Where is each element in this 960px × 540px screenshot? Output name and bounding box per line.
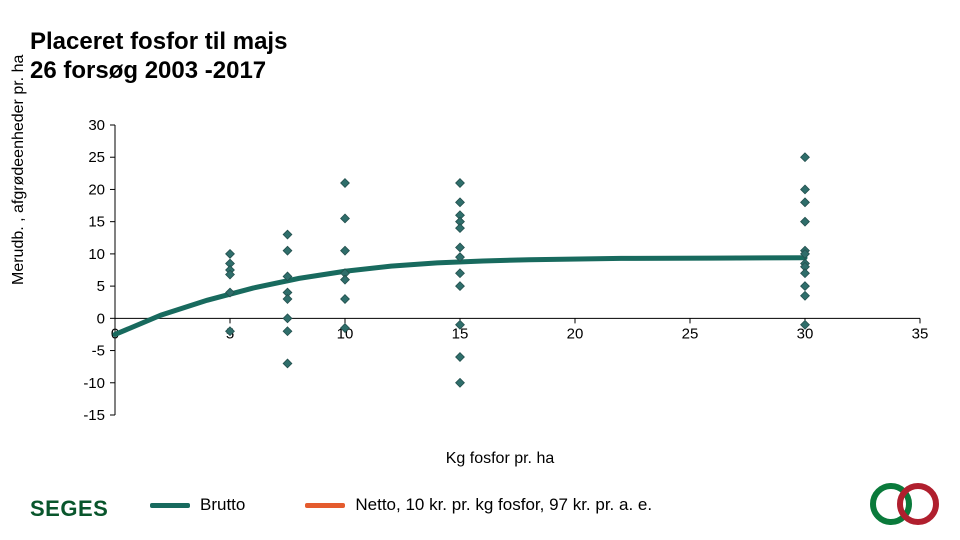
legend-swatch [305, 503, 345, 508]
svg-text:35: 35 [912, 325, 929, 342]
chart-container: Merudb. , afgrødeenheder pr. ha -15-10-5… [60, 115, 940, 455]
svg-text:25: 25 [88, 149, 105, 166]
title-line-2: 26 forsøg 2003 -2017 [30, 57, 287, 86]
footer-brand: SEGES [30, 496, 108, 522]
svg-text:30: 30 [88, 117, 105, 134]
footer-logo [870, 483, 942, 530]
svg-text:10: 10 [88, 246, 105, 263]
legend-item: Netto, 10 kr. pr. kg fosfor, 97 kr. pr. … [305, 495, 652, 515]
svg-text:5: 5 [97, 278, 105, 295]
svg-text:-15: -15 [83, 407, 105, 424]
title-line-1: Placeret fosfor til majs [30, 28, 287, 57]
svg-text:-5: -5 [92, 343, 105, 360]
svg-text:0: 0 [97, 310, 105, 327]
scatter-chart: -15-10-505101520253005101520253035 [60, 115, 940, 445]
legend-item: Brutto [150, 495, 245, 515]
legend-swatch [150, 503, 190, 508]
legend-label: Brutto [200, 495, 245, 515]
x-axis-label: Kg fosfor pr. ha [60, 450, 940, 468]
svg-text:20: 20 [567, 325, 584, 342]
svg-text:25: 25 [682, 325, 699, 342]
slide-title: Placeret fosfor til majs 26 forsøg 2003 … [30, 28, 287, 86]
svg-text:20: 20 [88, 181, 105, 198]
svg-text:-10: -10 [83, 375, 105, 392]
svg-text:15: 15 [88, 214, 105, 231]
legend-label: Netto, 10 kr. pr. kg fosfor, 97 kr. pr. … [355, 495, 652, 515]
y-axis-label: Merudb. , afgrødeenheder pr. ha [10, 55, 28, 285]
legend: Brutto Netto, 10 kr. pr. kg fosfor, 97 kr… [150, 490, 910, 520]
